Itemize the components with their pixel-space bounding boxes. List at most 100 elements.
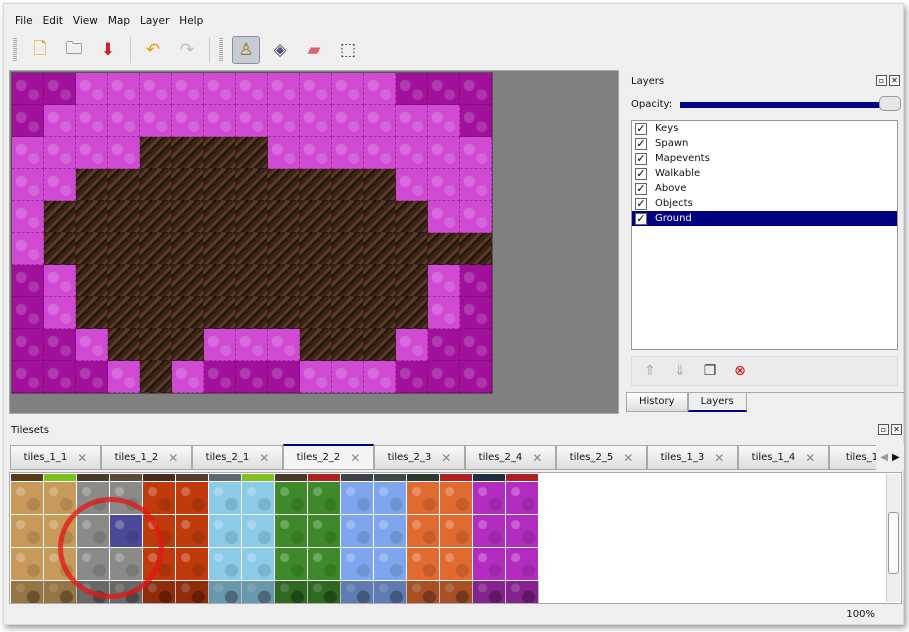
map-tile[interactable]: [396, 201, 428, 233]
map-tile[interactable]: [364, 201, 396, 233]
visibility-checkbox[interactable]: ✓: [635, 211, 647, 225]
map-tile[interactable]: [460, 265, 492, 297]
close-tab-icon[interactable]: ✕: [77, 450, 88, 465]
map-tile[interactable]: [428, 201, 460, 233]
undo-icon[interactable]: ↶: [145, 40, 161, 60]
map-tile[interactable]: [428, 265, 460, 297]
map-tile[interactable]: [76, 233, 108, 265]
tileset-tile[interactable]: [143, 482, 176, 515]
visibility-checkbox[interactable]: ✓: [635, 136, 647, 150]
map-tile[interactable]: [172, 73, 204, 105]
map-tile[interactable]: [12, 73, 44, 105]
stamp-brush-icon[interactable]: ♙: [232, 36, 260, 64]
map-tile[interactable]: [172, 105, 204, 137]
map-tile[interactable]: [108, 265, 140, 297]
map-tile[interactable]: [140, 105, 172, 137]
visibility-checkbox[interactable]: ✓: [635, 181, 647, 195]
tileset-tile[interactable]: [407, 548, 440, 581]
map-tile[interactable]: [76, 329, 108, 361]
map-tile[interactable]: [140, 297, 172, 329]
menu-map[interactable]: Map: [107, 15, 131, 27]
map-tile[interactable]: [204, 169, 236, 201]
tileset-tile[interactable]: [242, 548, 275, 581]
map-tile[interactable]: [108, 137, 140, 169]
map-tile[interactable]: [108, 73, 140, 105]
map-tile[interactable]: [76, 201, 108, 233]
map-tile[interactable]: [460, 201, 492, 233]
map-tile[interactable]: [268, 201, 300, 233]
map-tile[interactable]: [204, 329, 236, 361]
map-tile[interactable]: [396, 297, 428, 329]
tileset-tile[interactable]: [44, 548, 77, 581]
toolbar-grip[interactable]: [13, 38, 17, 62]
tileset-tile[interactable]: [44, 474, 77, 482]
tab-tiles-2-1[interactable]: tiles_2_1 ✕: [192, 445, 283, 470]
map-tile[interactable]: [204, 137, 236, 169]
map-tile[interactable]: [140, 233, 172, 265]
layer-item[interactable]: ✓ Above: [632, 181, 897, 196]
map-tile[interactable]: [428, 233, 460, 265]
map-tile[interactable]: [12, 329, 44, 361]
tileset-tile[interactable]: [143, 548, 176, 581]
map-tile[interactable]: [172, 329, 204, 361]
tileset-tile[interactable]: [209, 581, 242, 603]
tileset-tile[interactable]: [275, 548, 308, 581]
tileset-tile[interactable]: [374, 515, 407, 548]
map-tile[interactable]: [172, 233, 204, 265]
close-tab-icon[interactable]: ✕: [623, 450, 634, 465]
map-tile[interactable]: [396, 73, 428, 105]
map-tile[interactable]: [140, 265, 172, 297]
tileset-tile[interactable]: [473, 548, 506, 581]
close-icon[interactable]: ✕: [891, 424, 902, 435]
float-icon[interactable]: ▫: [878, 424, 889, 435]
tileset-tile[interactable]: [374, 581, 407, 603]
map-tile[interactable]: [428, 137, 460, 169]
map-tile[interactable]: [300, 73, 332, 105]
close-tab-icon[interactable]: ✕: [714, 450, 725, 465]
map-tile[interactable]: [44, 137, 76, 169]
map-tile[interactable]: [236, 105, 268, 137]
map-tile[interactable]: [172, 201, 204, 233]
menu-help[interactable]: Help: [179, 15, 204, 27]
map-tile[interactable]: [428, 73, 460, 105]
tileset-tile[interactable]: [341, 515, 374, 548]
tileset-tile[interactable]: [242, 474, 275, 482]
tileset-tile[interactable]: [110, 548, 143, 581]
map-tile[interactable]: [76, 105, 108, 137]
map-tile[interactable]: [236, 233, 268, 265]
rectangle-select-icon[interactable]: ⬚: [339, 40, 357, 60]
map-tile[interactable]: [12, 169, 44, 201]
tileset-tile[interactable]: [374, 548, 407, 581]
tileset-tile[interactable]: [308, 581, 341, 603]
map-tile[interactable]: [428, 169, 460, 201]
tileset-tile[interactable]: [176, 474, 209, 482]
menu-view[interactable]: View: [72, 15, 98, 27]
map-tile[interactable]: [364, 329, 396, 361]
map-tile[interactable]: [44, 329, 76, 361]
tileset-tile[interactable]: [473, 515, 506, 548]
tileset-tile[interactable]: [110, 581, 143, 603]
tileset-tile[interactable]: [176, 482, 209, 515]
close-tab-icon[interactable]: ✕: [441, 450, 452, 465]
map-tile[interactable]: [300, 201, 332, 233]
tileset-tile[interactable]: [308, 548, 341, 581]
tileset-tile[interactable]: [407, 482, 440, 515]
float-icon[interactable]: ▫: [876, 75, 887, 86]
map-tile[interactable]: [460, 137, 492, 169]
map-tile[interactable]: [364, 169, 396, 201]
map-tile[interactable]: [172, 137, 204, 169]
menu-edit[interactable]: Edit: [42, 15, 63, 27]
map-tile[interactable]: [76, 297, 108, 329]
tab-history[interactable]: History: [626, 393, 688, 412]
tileset-tile[interactable]: [44, 482, 77, 515]
map-tile[interactable]: [332, 265, 364, 297]
visibility-checkbox[interactable]: ✓: [635, 151, 647, 165]
opacity-slider[interactable]: [680, 95, 901, 111]
tileset-tile[interactable]: [341, 474, 374, 482]
map-tile[interactable]: [364, 137, 396, 169]
map-tile[interactable]: [300, 105, 332, 137]
tileset-tile[interactable]: [440, 515, 473, 548]
tileset-tile[interactable]: [242, 482, 275, 515]
map-tile[interactable]: [12, 297, 44, 329]
vertical-scrollbar[interactable]: [886, 474, 900, 602]
